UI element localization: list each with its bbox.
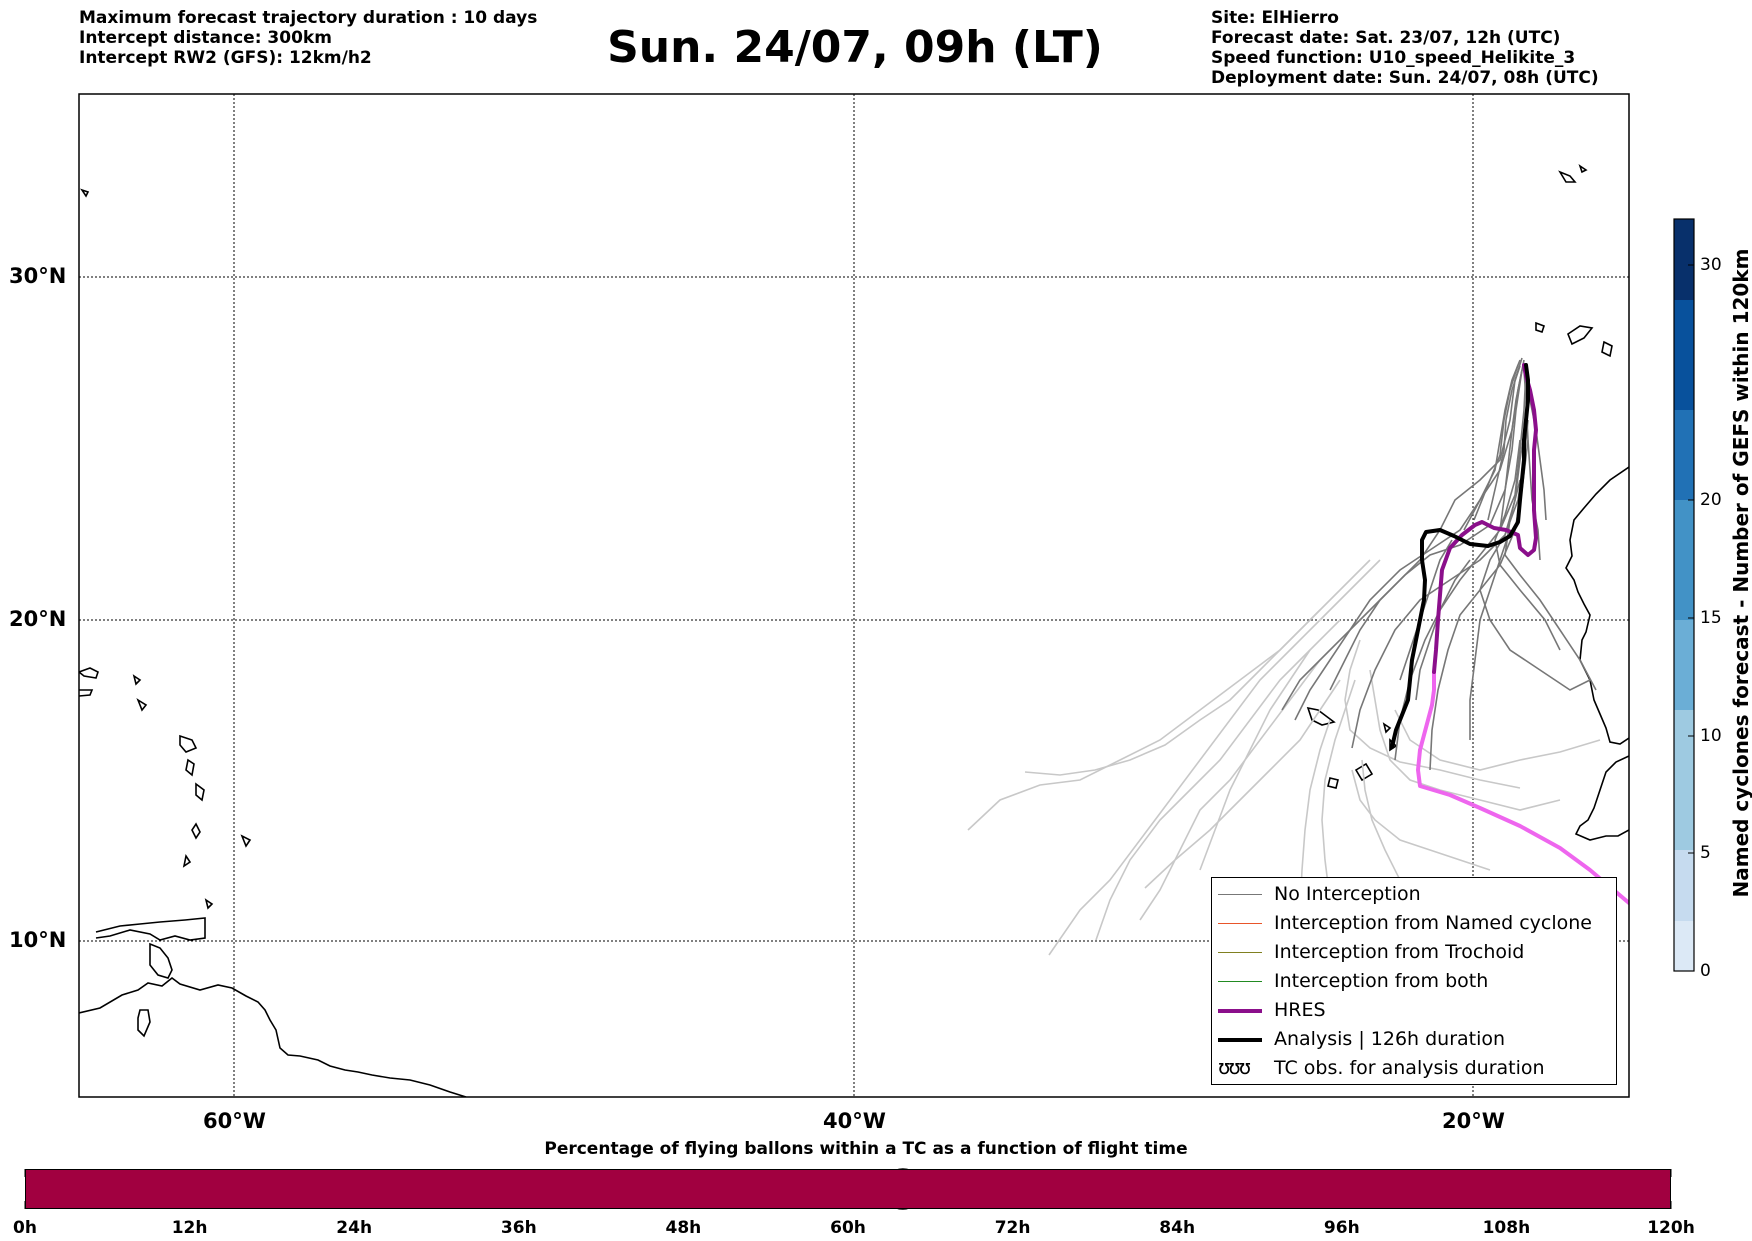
legend-label: Interception from Trochoid <box>1274 941 1525 963</box>
hres-trajectory <box>1416 363 1629 905</box>
time-label: 72h <box>994 1218 1031 1238</box>
paria-peninsula <box>95 917 206 941</box>
canary-east <box>1567 325 1594 346</box>
azores-2 <box>1578 164 1588 174</box>
deployment-date-text: Deployment date: Sun. 24/07, 08h (UTC) <box>1211 68 1599 88</box>
time-label: 84h <box>1159 1218 1196 1238</box>
antilles-5 <box>195 782 205 802</box>
hispaniola-tip <box>79 689 94 697</box>
cape-verde-1 <box>1306 706 1336 726</box>
map-border <box>78 93 1630 1098</box>
colorbar-frame <box>1673 218 1695 972</box>
colorbar-tick-0: 0 <box>1700 961 1711 981</box>
timebar-labels: 0h 12h 24h 36h 48h 60h 72h 84h 96h 108h … <box>0 1218 1752 1240</box>
legend-swatch <box>1218 981 1262 982</box>
lat-label-30n: 30°N <box>9 264 67 288</box>
legend-item-tc-obs: ʊʊʊ TC obs. for analysis duration <box>1212 1055 1616 1083</box>
speed-function-text: Speed function: U10_speed_Helikite_3 <box>1211 48 1576 68</box>
antilles-2 <box>136 698 148 712</box>
time-label: 0h <box>13 1218 37 1238</box>
time-label: 48h <box>665 1218 702 1238</box>
antilles-4 <box>185 758 195 777</box>
tc-obs-icon: ʊʊʊ <box>1218 1055 1251 1079</box>
africa-coast-south <box>1574 755 1629 841</box>
trinidad <box>137 1009 151 1038</box>
legend-item-trochoid: Interception from Trochoid <box>1212 939 1616 967</box>
time-label: 60h <box>830 1218 866 1238</box>
antilles-7 <box>182 853 192 868</box>
legend-label: Analysis | 126h duration <box>1274 1028 1506 1050</box>
legend-label: HRES <box>1274 999 1326 1021</box>
time-label: 108h <box>1482 1218 1531 1238</box>
site-text: Site: ElHierro <box>1211 8 1339 28</box>
cape-verde-3 <box>1327 777 1339 789</box>
hres-path-dark <box>1432 363 1538 674</box>
antilles-6 <box>191 822 201 840</box>
time-label: 24h <box>336 1218 373 1238</box>
timebar <box>25 1169 1671 1209</box>
time-label: 12h <box>171 1218 208 1238</box>
map-title: Sun. 24/07, 09h (LT) <box>607 22 1103 73</box>
analysis-trajectory <box>1390 363 1530 749</box>
legend-item-both: Interception from both <box>1212 968 1616 996</box>
lat-label-20n: 20°N <box>9 607 67 631</box>
colorbar-title: Named cyclones forecast - Number of GEFS… <box>1729 248 1752 898</box>
legend-item-named-cyclone: Interception from Named cyclone <box>1212 910 1616 938</box>
colorbar-tick-10: 10 <box>1700 726 1722 746</box>
antilles-8 <box>240 834 252 848</box>
azores-1 <box>1558 170 1577 183</box>
legend-item-hres: HRES <box>1212 997 1616 1025</box>
header-info-left: Maximum forecast trajectory duration : 1… <box>79 8 537 68</box>
header-info-right: Site: ElHierro Forecast date: Sat. 23/07… <box>1211 8 1599 88</box>
legend-label: Interception from Named cyclone <box>1274 912 1592 934</box>
lon-label-20w: 20°W <box>1442 1109 1505 1133</box>
cape-verde-4 <box>1382 722 1392 734</box>
map-legend: No Interception Interception from Named … <box>1211 877 1617 1085</box>
colorbar-tick-15: 15 <box>1700 608 1722 628</box>
coastlines <box>79 164 1629 1097</box>
colorbar <box>1673 218 1695 972</box>
antilles-9 <box>204 898 214 910</box>
legend-label: No Interception <box>1274 883 1421 905</box>
africa-coast <box>1565 466 1629 745</box>
legend-swatch <box>1218 923 1262 924</box>
south-america-coast <box>79 976 467 1097</box>
forecast-date-text: Forecast date: Sat. 23/07, 12h (UTC) <box>1211 28 1561 48</box>
madeira <box>1535 321 1546 334</box>
time-label: 120h <box>1647 1218 1695 1238</box>
legend-swatch <box>1218 1038 1262 1042</box>
legend-swatch <box>1218 894 1262 895</box>
intercept-rw2-text: Intercept RW2 (GFS): 12km/h2 <box>79 48 372 68</box>
colorbar-tick-30: 30 <box>1700 255 1722 275</box>
colorbar-tick-5: 5 <box>1700 843 1711 863</box>
legend-item-analysis: Analysis | 126h duration <box>1212 1026 1616 1054</box>
intercept-distance-text: Intercept distance: 300km <box>79 28 332 48</box>
venezuela-lake <box>149 942 173 979</box>
legend-label: TC obs. for analysis duration <box>1274 1057 1545 1079</box>
bermuda-dot <box>80 188 90 198</box>
antilles-1 <box>132 674 142 686</box>
timebar-title: Percentage of flying ballons within a TC… <box>544 1139 1188 1159</box>
hres-path-light <box>1416 670 1629 905</box>
legend-swatch <box>1218 952 1262 953</box>
time-label: 36h <box>500 1218 537 1238</box>
antilles-3 <box>179 734 198 753</box>
graticule <box>79 94 1629 1097</box>
lat-label-10n: 10°N <box>9 928 67 952</box>
max-duration-text: Maximum forecast trajectory duration : 1… <box>79 8 538 28</box>
canary-lanzarote <box>1601 340 1613 358</box>
colorbar-tick-20: 20 <box>1700 490 1722 510</box>
ensemble-trajectories-light <box>967 559 1601 956</box>
time-label: 96h <box>1323 1218 1360 1238</box>
legend-item-no-interception: No Interception <box>1212 881 1616 909</box>
lon-label-40w: 40°W <box>823 1109 886 1133</box>
legend-swatch <box>1218 1009 1262 1013</box>
puerto-rico-coast <box>79 667 99 679</box>
lon-label-60w: 60°W <box>203 1109 266 1133</box>
legend-label: Interception from both <box>1274 970 1489 992</box>
